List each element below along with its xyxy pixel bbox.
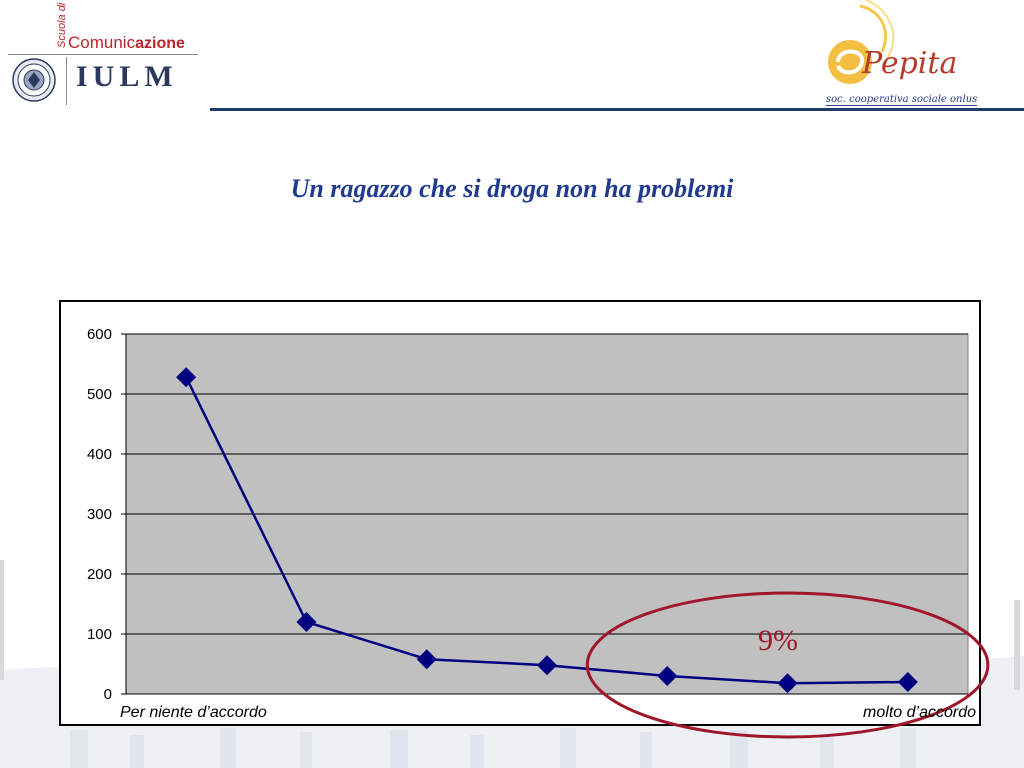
pepita-swirl-icon bbox=[828, 0, 895, 84]
data-point-marker bbox=[176, 367, 197, 388]
iulm-logo: Scuola di Comunicazione IULM bbox=[0, 0, 210, 110]
data-point-marker bbox=[657, 666, 678, 686]
y-tick-label: 100 bbox=[87, 626, 112, 643]
x-label-left: Per niente d’accordo bbox=[120, 704, 267, 721]
data-point-marker bbox=[537, 655, 557, 676]
data-point-marker bbox=[296, 612, 317, 632]
pepita-subtitle: soc. cooperativa sociale onlus bbox=[826, 94, 978, 106]
x-label-right: molto d’accordo bbox=[863, 704, 976, 721]
y-tick-label: 500 bbox=[87, 386, 112, 403]
data-point-marker bbox=[897, 672, 918, 692]
logo-divider bbox=[8, 54, 198, 55]
highlight-ellipse bbox=[585, 591, 990, 739]
y-tick-label: 400 bbox=[87, 446, 112, 463]
data-point-marker bbox=[416, 649, 437, 670]
y-tick-label: 0 bbox=[104, 686, 112, 703]
slide-title: Un ragazzo che si droga non ha problemi bbox=[290, 174, 734, 203]
data-point-marker bbox=[777, 673, 798, 694]
svg-text:Scuola di: Scuola di bbox=[56, 2, 68, 48]
iulm-name: IULM bbox=[76, 60, 178, 93]
scuola-di-vertical-text: Scuola di bbox=[56, 2, 68, 48]
header-divider-line bbox=[210, 108, 1024, 111]
y-axis: 0 100 200 300 400 500 600 bbox=[87, 326, 127, 703]
y-tick-label: 600 bbox=[87, 326, 112, 343]
logo-vertical-divider bbox=[66, 57, 67, 105]
pepita-logo-graphic bbox=[820, 0, 970, 112]
y-tick-label: 200 bbox=[87, 566, 112, 583]
university-seal-icon bbox=[12, 58, 56, 102]
annotation-percentage: 9% bbox=[758, 624, 798, 657]
azione-text: azione bbox=[135, 35, 185, 52]
y-tick-label: 300 bbox=[87, 506, 112, 523]
pepita-name: Pepita bbox=[862, 46, 958, 81]
gridlines bbox=[126, 333, 968, 695]
comunicazione-wordmark: Comunicazione bbox=[68, 33, 185, 53]
data-markers bbox=[176, 367, 918, 694]
comunic-text: Comunic bbox=[68, 33, 136, 52]
